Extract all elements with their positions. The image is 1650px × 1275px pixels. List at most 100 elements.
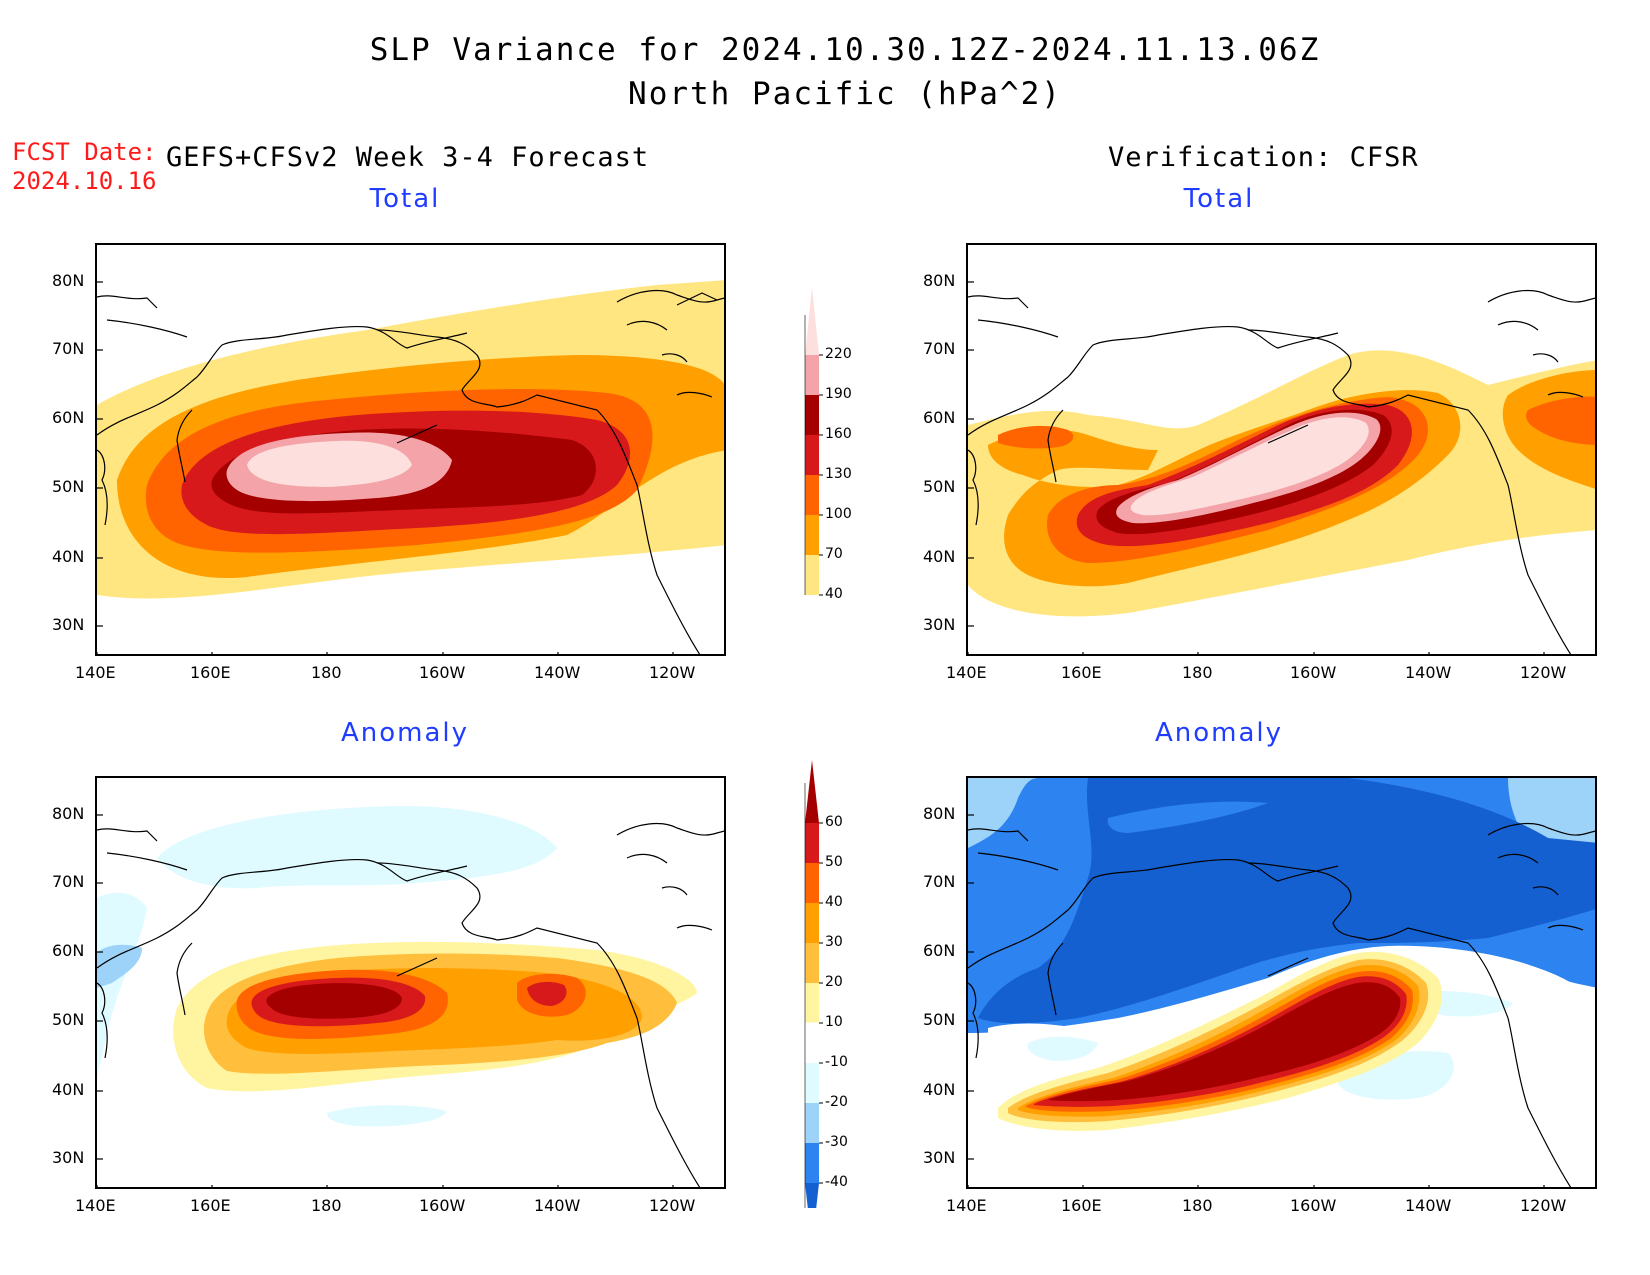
colorbar-level-label: 10 <box>825 1014 843 1030</box>
chart-subtitle: North Pacific (hPa^2) <box>628 76 1062 112</box>
colorbar-level-label: -30 <box>825 1134 848 1150</box>
lon-label-120w: 120W <box>1520 1196 1567 1215</box>
colorbar-swatch <box>805 1143 819 1183</box>
colorbar-level-label: 70 <box>825 546 843 562</box>
colorbar-swatch <box>805 1103 819 1143</box>
lon-label-140w: 140W <box>534 1196 581 1215</box>
colorbar-swatch <box>805 903 819 943</box>
coastlines <box>97 822 724 1187</box>
lon-label-160w: 160W <box>1290 1196 1337 1215</box>
forecast-column-heading: GEFS+CFSv2 Week 3-4 Forecast <box>166 142 650 173</box>
lon-label-180: 180 <box>311 663 342 682</box>
lon-label-160e: 160E <box>1061 663 1102 682</box>
forecast-total-map <box>95 243 726 656</box>
tick-marks <box>97 281 674 654</box>
forecast-anomaly-map <box>95 776 726 1189</box>
tick-marks <box>97 814 674 1187</box>
lon-label-160w: 160W <box>1290 663 1337 682</box>
lon-label-120w: 120W <box>1520 663 1567 682</box>
top-right-panel-title: Total <box>1183 184 1255 214</box>
verification-total-map <box>966 243 1597 656</box>
colorbar-swatch <box>805 355 819 395</box>
colorbar-swatch <box>805 1183 819 1208</box>
colorbar-swatch <box>805 515 819 555</box>
coastlines <box>968 289 1595 654</box>
colorbar-level-label: 60 <box>825 814 843 830</box>
lat-label-30n: 30N <box>52 1148 85 1167</box>
colorbar-level-label: -10 <box>825 1054 848 1070</box>
lon-label-140w: 140W <box>534 663 581 682</box>
lat-label-40n: 40N <box>52 547 85 566</box>
verification-anomaly-contours <box>968 778 1595 1131</box>
lat-label-80n: 80N <box>923 271 956 290</box>
colorbar-level-label: 40 <box>825 586 843 602</box>
colorbar-swatch <box>805 395 819 435</box>
lat-label-30n: 30N <box>923 1148 956 1167</box>
colorbar-level-label: 190 <box>825 386 852 402</box>
chart-title: SLP Variance for 2024.10.30.12Z-2024.11.… <box>369 32 1321 68</box>
lat-label-80n: 80N <box>52 271 85 290</box>
lat-label-40n: 40N <box>52 1080 85 1099</box>
lon-label-140w: 140W <box>1405 1196 1452 1215</box>
top-left-panel-title: Total <box>369 184 441 214</box>
colorbar-level-label: 20 <box>825 974 843 990</box>
bottom-left-panel-title: Anomaly <box>340 718 470 748</box>
lat-label-60n: 60N <box>52 408 85 427</box>
coastlines <box>968 822 1595 1187</box>
colorbar-level-label: 220 <box>825 346 852 362</box>
lat-label-70n: 70N <box>923 339 956 358</box>
lat-label-60n: 60N <box>923 408 956 427</box>
verification-column-heading: Verification: CFSR <box>1108 142 1419 173</box>
lat-label-70n: 70N <box>923 872 956 891</box>
colorbar-level-label: 130 <box>825 466 852 482</box>
lon-label-180: 180 <box>311 1196 342 1215</box>
coastlines <box>97 289 724 654</box>
colorbar-swatch <box>805 555 819 595</box>
lat-label-70n: 70N <box>52 339 85 358</box>
colorbar-swatch <box>805 983 819 1023</box>
tick-marks <box>968 281 1545 654</box>
colorbar-swatch <box>805 863 819 903</box>
colorbar-level-label: 30 <box>825 934 843 950</box>
total-colorbar <box>804 287 823 596</box>
verification-total-contours <box>968 350 1595 617</box>
lon-label-120w: 120W <box>649 1196 696 1215</box>
lon-label-180: 180 <box>1182 1196 1213 1215</box>
forecast-date-value: 2024.10.16 <box>12 167 157 195</box>
lat-label-50n: 50N <box>923 1010 956 1029</box>
tick-marks <box>968 814 1545 1187</box>
lon-label-140e: 140E <box>946 663 987 682</box>
colorbar-swatch <box>805 1063 819 1103</box>
lat-label-80n: 80N <box>923 804 956 823</box>
lat-label-40n: 40N <box>923 547 956 566</box>
colorbar-level-label: 100 <box>825 506 852 522</box>
forecast-date-label: FCST Date: <box>12 138 157 166</box>
bottom-right-panel-title: Anomaly <box>1154 718 1284 748</box>
lon-label-140e: 140E <box>75 1196 116 1215</box>
lon-label-180: 180 <box>1182 663 1213 682</box>
colorbar-swatch <box>805 287 819 355</box>
lon-label-160w: 160W <box>419 1196 466 1215</box>
lon-label-140e: 140E <box>75 663 116 682</box>
verification-anomaly-map <box>966 776 1597 1189</box>
lat-label-50n: 50N <box>52 477 85 496</box>
anomaly-colorbar <box>804 760 823 1208</box>
colorbar-swatch <box>805 823 819 863</box>
colorbar-level-label: -40 <box>825 1174 848 1190</box>
forecast-anomaly-contours <box>97 805 697 1127</box>
lat-label-80n: 80N <box>52 804 85 823</box>
lat-label-60n: 60N <box>923 941 956 960</box>
colorbar-swatch <box>805 435 819 475</box>
lon-label-160w: 160W <box>419 663 466 682</box>
lat-label-50n: 50N <box>923 477 956 496</box>
lon-label-140w: 140W <box>1405 663 1452 682</box>
lat-label-40n: 40N <box>923 1080 956 1099</box>
lat-label-70n: 70N <box>52 872 85 891</box>
lon-label-160e: 160E <box>190 1196 231 1215</box>
lon-label-160e: 160E <box>190 663 231 682</box>
lon-label-140e: 140E <box>946 1196 987 1215</box>
lon-label-120w: 120W <box>649 663 696 682</box>
forecast-total-contours <box>97 280 724 599</box>
lon-label-160e: 160E <box>1061 1196 1102 1215</box>
colorbar-level-label: 160 <box>825 426 852 442</box>
